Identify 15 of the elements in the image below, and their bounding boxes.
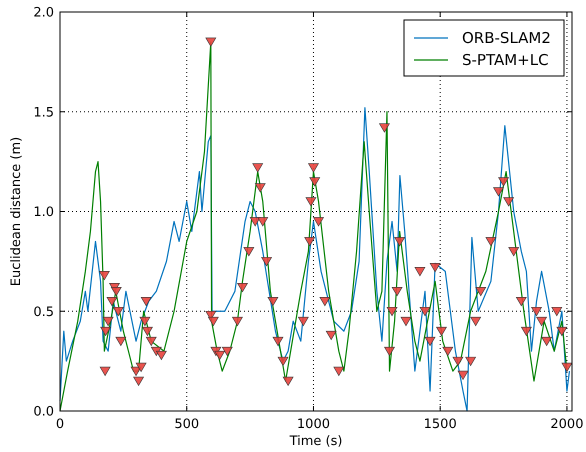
legend-label: S-PTAM+LC <box>462 51 549 69</box>
y-tick-label: 1.5 <box>33 105 54 120</box>
x-tick-label: 2000 <box>550 417 584 432</box>
legend-label: ORB-SLAM2 <box>462 29 551 47</box>
y-tick-label: 0.0 <box>33 404 54 420</box>
x-tick-label: 500 <box>174 417 200 432</box>
y-tick-label: 1.0 <box>33 205 54 220</box>
y-tick-label: 2.0 <box>33 6 54 20</box>
line-series <box>59 107 570 412</box>
y-axis-title: Euclidean distance (m) <box>9 136 24 286</box>
x-axis-title: Time (s) <box>288 434 342 449</box>
x-tick-label: 0 <box>56 417 64 432</box>
x-tick-label: 1500 <box>424 417 457 432</box>
x-tick-label: 1000 <box>296 417 330 432</box>
y-tick-label: 0.5 <box>33 304 54 320</box>
